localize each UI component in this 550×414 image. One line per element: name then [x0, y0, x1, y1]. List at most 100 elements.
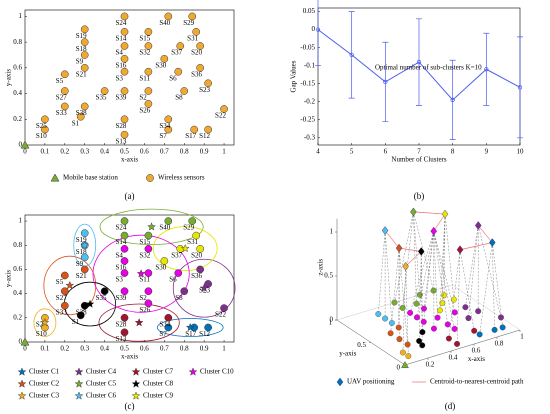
sensor — [144, 67, 153, 76]
sensor-label: S30 — [155, 264, 166, 272]
y-axis-label: y-axis — [5, 69, 13, 86]
uav-link — [444, 214, 455, 300]
sensor — [120, 12, 129, 21]
sensor-label: S31 — [187, 238, 198, 246]
sensor-label: S35 — [96, 294, 107, 302]
sensor — [196, 42, 205, 50]
gap-marker — [517, 85, 523, 90]
sensor-label: S32 — [139, 49, 150, 57]
sensor-label: S39 — [116, 294, 127, 302]
sensor — [174, 67, 183, 76]
x-tick-label: 0.8 — [495, 340, 504, 348]
y-tick-label: -0.15 — [300, 79, 315, 87]
x-tick-label: 0.4 — [100, 345, 109, 353]
ground-sensor — [413, 300, 420, 307]
ground-sensor — [430, 287, 437, 294]
gap-marker — [349, 52, 354, 58]
x-tick-label: 1 — [520, 333, 524, 341]
x-tick-label: 0.8 — [180, 148, 189, 156]
ground-sensor — [471, 327, 478, 334]
legend-label: Cluster C8 — [143, 380, 174, 388]
x-tick-label: 0.2 — [60, 345, 69, 353]
ground-sensor — [416, 291, 423, 298]
legend-marker — [131, 391, 141, 400]
uav-link — [413, 211, 434, 291]
sensor-label: S40 — [159, 19, 170, 27]
centroid-star — [147, 222, 156, 231]
ground-sensor — [420, 305, 427, 312]
sensor — [204, 125, 212, 134]
sensor-label: S13 — [116, 335, 127, 343]
sensor — [80, 25, 89, 34]
uav-link — [443, 214, 446, 296]
base-station — [20, 140, 30, 149]
uav-link — [413, 211, 417, 304]
y-tick-label: 0.6 — [13, 265, 22, 273]
sensor-label: S10 — [36, 330, 47, 338]
sensor-label: S9 — [76, 260, 84, 268]
sensor-label: S10 — [36, 132, 47, 140]
x-tick-label: 0.7 — [160, 345, 169, 353]
ground-sensor — [387, 330, 394, 337]
legend-label: Centroid-to-nearest-centroid path — [430, 378, 524, 386]
sensor — [220, 105, 228, 113]
sensor-label: S36 — [191, 70, 202, 78]
sensor-label: S27 — [56, 294, 67, 302]
sensor — [100, 87, 109, 95]
ground-sensor — [396, 336, 403, 343]
sensor-label: S15 — [139, 238, 150, 246]
sensor — [120, 115, 129, 124]
sensor — [80, 265, 89, 274]
x-tick-label: 7 — [417, 148, 421, 156]
sensor — [60, 87, 69, 95]
legend-marker — [336, 377, 344, 387]
ground-sensor — [382, 315, 389, 322]
sensor — [144, 245, 153, 253]
uav-link — [423, 231, 434, 322]
cluster-ellipse — [99, 208, 204, 245]
ground-sensor — [451, 309, 458, 316]
sensor — [80, 229, 89, 237]
sensor-label: S36 — [191, 272, 202, 280]
y-tick-label: 1 — [19, 12, 23, 20]
x-axis-label: Number of Clusters — [391, 156, 446, 164]
centroid-star — [80, 240, 90, 249]
sensor-label: S2 — [139, 94, 147, 102]
sensor-label: S24 — [116, 19, 127, 27]
sensor — [60, 271, 69, 280]
sensor — [41, 115, 49, 124]
sensor-label: S15 — [139, 34, 150, 42]
y-tick-label: 1 — [19, 217, 23, 225]
error-bar — [483, 32, 490, 106]
sensor — [144, 28, 153, 36]
sensor — [192, 28, 201, 36]
back-line — [451, 284, 521, 331]
x-axis-label: x-axis — [468, 355, 485, 363]
x-axis-label: x-axis — [121, 156, 138, 164]
y-tick-label: 0 — [19, 141, 23, 149]
x-tick-label: 0.1 — [41, 345, 50, 353]
uav — [441, 209, 449, 219]
sensor — [120, 313, 129, 322]
sensor — [164, 125, 173, 134]
sensor-label: S21 — [76, 70, 87, 78]
uav-link — [492, 242, 503, 328]
cluster-ellipse — [152, 226, 218, 271]
sensor-label: S14 — [116, 238, 127, 246]
sensor-label: S13 — [116, 137, 127, 145]
sensor-label: S4 — [116, 251, 124, 259]
sensor-label: S11 — [139, 74, 150, 82]
sensor-label: S25 — [36, 320, 47, 328]
sensor-label: S27 — [56, 94, 67, 102]
x-tick-label: 9 — [485, 148, 489, 156]
legend-label: Wireless sensors — [158, 174, 205, 182]
sensor — [120, 231, 129, 240]
legend-marker — [74, 379, 84, 388]
sensor — [41, 125, 49, 134]
ground-sensor — [420, 318, 427, 325]
uav-link — [442, 214, 446, 304]
sensor — [76, 311, 85, 320]
x-tick-label: 0.7 — [160, 148, 169, 156]
ground-sensor — [498, 314, 504, 321]
